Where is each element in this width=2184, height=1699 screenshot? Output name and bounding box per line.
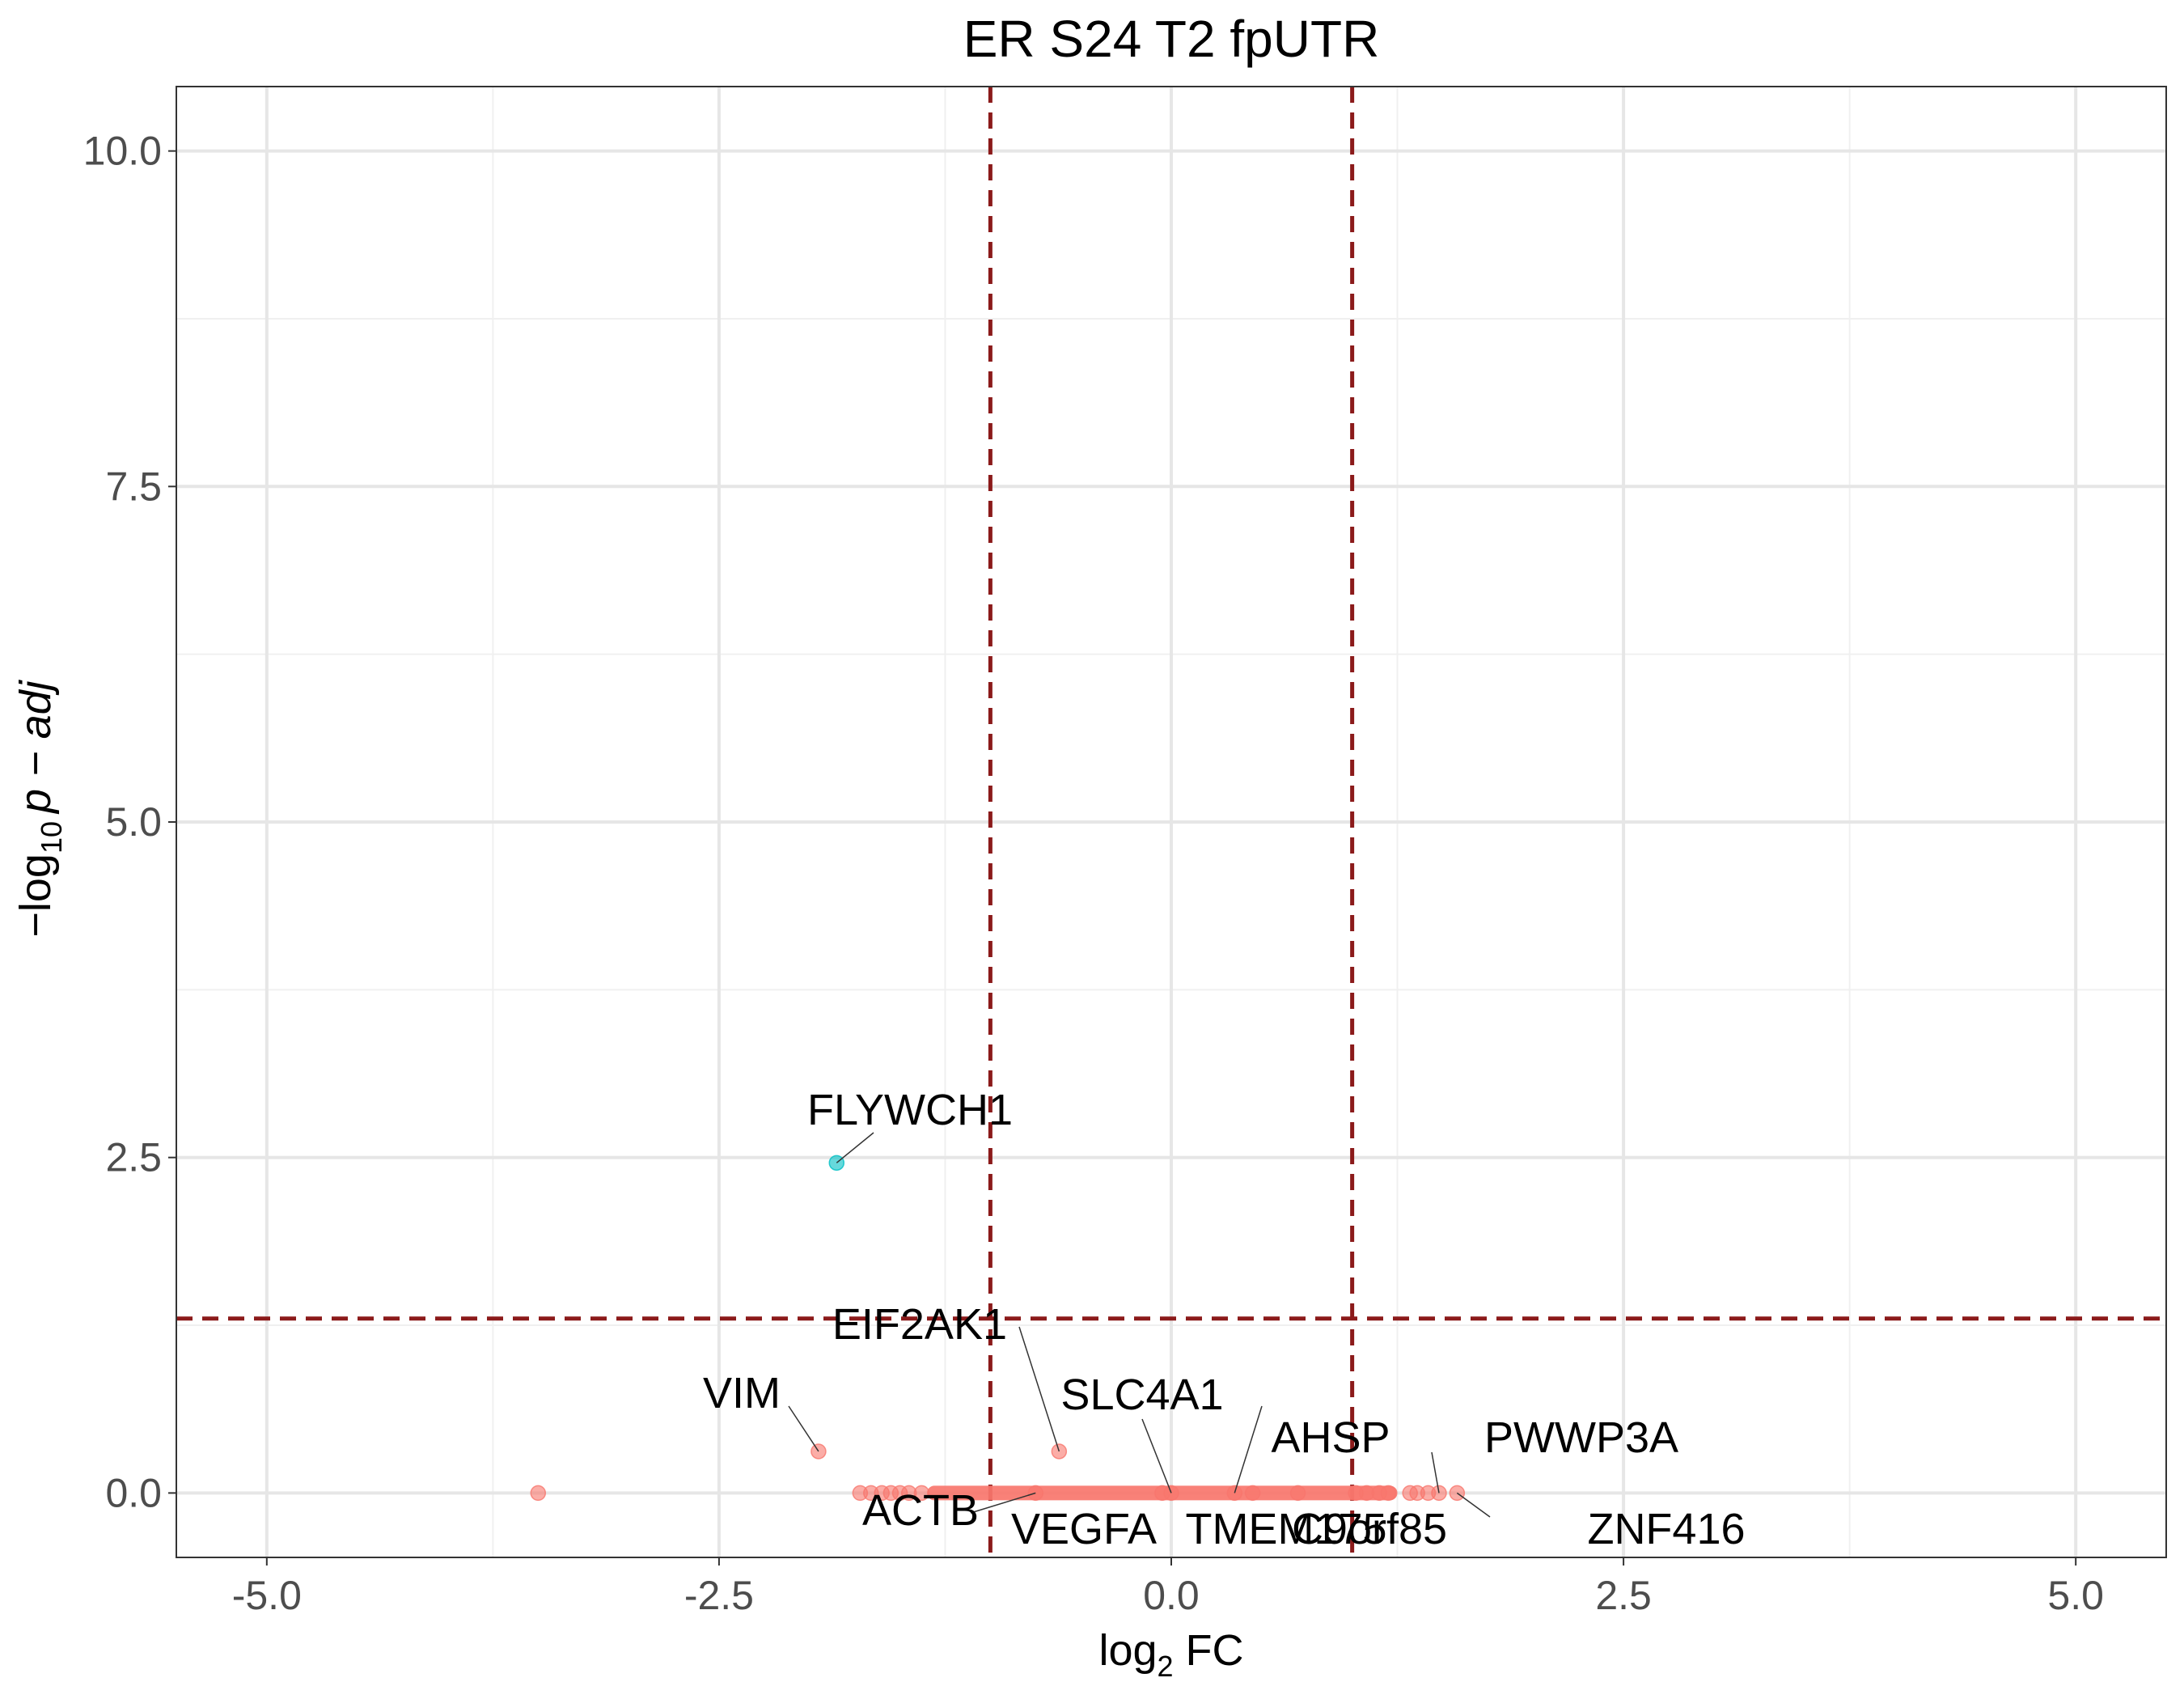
leader-line-eif2ak1 <box>1018 1326 1060 1452</box>
y-axis-title: −log10p − adj <box>11 679 68 937</box>
data-point <box>530 1485 547 1502</box>
data-point-vegfa <box>1154 1485 1170 1502</box>
leader-line-flywch1 <box>836 1132 874 1163</box>
x-tick-label: 2.5 <box>1595 1573 1652 1618</box>
y-tick-label: 0.0 <box>105 1470 162 1515</box>
leader-line-pwwp3a <box>1431 1451 1440 1494</box>
gene-label-actb: ACTB <box>862 1486 979 1535</box>
gene-labels: FLYWCH1 VIM EIF2AK1 SLC4A1 AHSP PWWP3A ACTB VEG… <box>703 1086 1746 1553</box>
gene-label-vegfa: VEGFA <box>1011 1505 1157 1553</box>
y-tick-label: 2.5 <box>105 1135 162 1180</box>
data-point-c9orf85 <box>1289 1485 1306 1502</box>
data-point <box>1380 1485 1397 1502</box>
x-tick-label: -2.5 <box>684 1573 754 1618</box>
data-points <box>530 1155 1466 1502</box>
data-point <box>913 1485 930 1502</box>
y-tick-label: 5.0 <box>105 799 162 845</box>
x-tick-label: 5.0 <box>2047 1573 2104 1618</box>
gene-label-znf416: ZNF416 <box>1587 1505 1745 1553</box>
threshold-lines <box>176 87 2166 1557</box>
gene-label-eif2ak1: EIF2AK1 <box>832 1300 1007 1349</box>
leader-line-vim <box>788 1405 819 1452</box>
data-point-tmem175 <box>1244 1485 1261 1502</box>
x-axis-title: log2 FC <box>1098 1626 1243 1683</box>
axis-ticks: -5.0 -2.5 0.0 2.5 5.0 0.0 2.5 5.0 7.5 10.0 <box>83 129 2104 1618</box>
gene-label-vim: VIM <box>703 1369 781 1417</box>
gene-label-flywch1: FLYWCH1 <box>807 1086 1013 1134</box>
leader-line-znf416 <box>1456 1492 1491 1518</box>
y-tick-label: 7.5 <box>105 464 162 509</box>
x-tick-label: 0.0 <box>1143 1573 1200 1618</box>
chart-title: ER S24 T2 fpUTR <box>963 10 1380 68</box>
gene-label-c9orf85: C9orf85 <box>1292 1505 1447 1553</box>
x-tick-label: -5.0 <box>232 1573 302 1618</box>
gene-label-slc4a1: SLC4A1 <box>1060 1371 1223 1419</box>
gene-label-ahsp: AHSP <box>1271 1413 1390 1462</box>
leader-line-slc4a1 <box>1141 1418 1172 1494</box>
gene-label-pwwp3a: PWWP3A <box>1484 1413 1678 1462</box>
gene-label-tmem175: TMEM175 <box>1185 1505 1386 1553</box>
y-tick-label: 10.0 <box>83 129 162 174</box>
leader-line-ahsp <box>1234 1405 1263 1494</box>
leader-line-actb <box>970 1492 1036 1514</box>
